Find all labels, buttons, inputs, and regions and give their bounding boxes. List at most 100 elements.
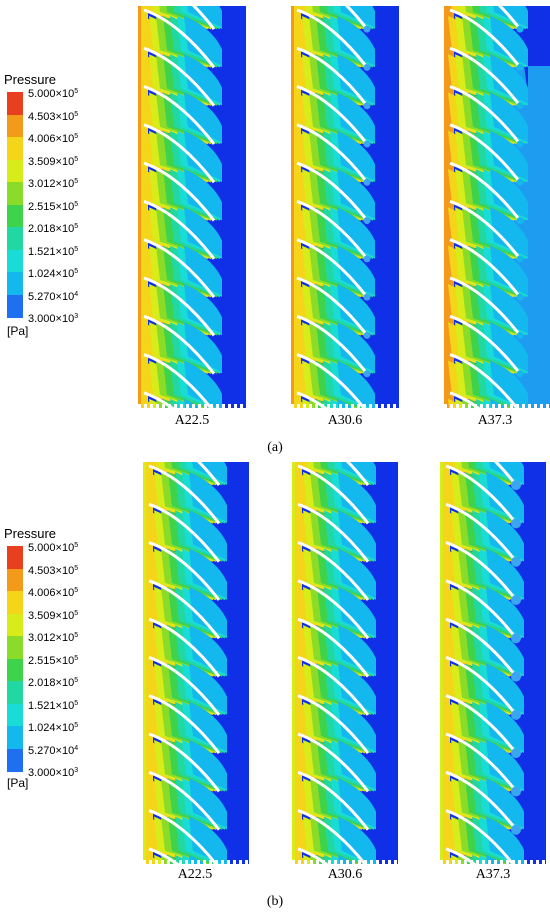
contour-plot-a37-3 [444, 6, 550, 408]
legend-swatch [7, 613, 23, 637]
blade [148, 770, 221, 831]
blade [148, 694, 221, 755]
pressure-band [189, 625, 231, 677]
pressure-band [338, 740, 380, 792]
pressure-band [184, 169, 226, 221]
inlet-strip [138, 6, 148, 408]
pressure-band [486, 586, 528, 639]
blade [143, 85, 216, 145]
tip-vortex [363, 217, 371, 225]
pressure-band [337, 16, 379, 68]
blade [143, 123, 216, 184]
blade [497, 6, 522, 31]
blade [148, 579, 221, 640]
blade [445, 770, 518, 831]
legend-a: Pressure 5.000×105 4.503×105 4.006×105 3.50… [4, 72, 134, 342]
color-bar [7, 92, 23, 318]
blade [297, 847, 329, 864]
panel-b: Pressure 5.000×105 4.503×105 4.006×105 3.50… [0, 460, 550, 918]
pressure-band [337, 360, 379, 408]
blade [143, 8, 216, 69]
pressure-band [486, 472, 528, 524]
blade [297, 464, 370, 525]
outlet-region [227, 462, 249, 864]
blade [449, 200, 522, 260]
blade [296, 161, 369, 222]
pressure-band [337, 245, 379, 298]
blade [445, 847, 477, 864]
pressure-band [184, 207, 226, 259]
tip-vortex [516, 255, 524, 263]
blade [296, 238, 369, 299]
pressure-band [184, 322, 226, 374]
pressure-band [337, 54, 379, 106]
tip-vortex [516, 370, 524, 378]
pressure-band [490, 92, 532, 145]
tip-vortex [363, 370, 371, 378]
inlet-strip [292, 462, 302, 864]
blade [296, 353, 366, 408]
blade [449, 353, 519, 408]
pressure-band [189, 740, 231, 792]
blade [297, 656, 370, 716]
legend-swatch [7, 591, 23, 614]
pressure-band [486, 548, 528, 601]
blade [297, 770, 370, 831]
blade [449, 238, 522, 299]
pressure-band [338, 510, 380, 562]
contour-plot-a37-3 [440, 462, 546, 864]
tip-vortex [511, 709, 521, 720]
tip-vortex [511, 786, 521, 797]
blade [143, 314, 216, 375]
pressure-band [486, 778, 528, 830]
pressure-band [189, 701, 231, 754]
case-label: A30.6 [327, 413, 363, 428]
tip-vortex [363, 25, 371, 33]
blade [297, 541, 370, 601]
pressure-band [338, 701, 380, 754]
panel-caption: (a) [267, 440, 283, 455]
legend-level-label: 5.270×104 [28, 290, 79, 303]
tip-vortex [511, 518, 521, 529]
contour-plot-a22-5 [143, 462, 249, 864]
blade [296, 123, 369, 184]
blade [445, 464, 518, 525]
legend-title: Pressure [4, 72, 57, 87]
blade [148, 656, 221, 716]
blade [143, 391, 175, 408]
legend-level-label: 3.509×105 [28, 609, 79, 622]
pressure-band [184, 130, 226, 183]
tip-vortex [511, 633, 521, 644]
tip-vortex [511, 824, 521, 835]
pressure-band [338, 778, 380, 830]
legend-level-label: 5.270×104 [28, 744, 79, 757]
legend-title: Pressure [4, 526, 57, 541]
pressure-band [490, 130, 532, 183]
blade [449, 46, 522, 107]
pressure-band [189, 663, 231, 715]
tip-vortex [516, 178, 524, 186]
pressure-band [486, 816, 528, 864]
legend-level-label: 4.006×105 [28, 587, 79, 599]
legend-unit: [Pa] [7, 776, 29, 790]
pressure-band [338, 816, 380, 864]
blade [449, 85, 522, 145]
blade [297, 809, 367, 864]
legend-level-label: 1.521×105 [28, 245, 79, 258]
legend-swatch [7, 703, 23, 727]
case-label: A22.5 [177, 867, 213, 882]
tip-vortex [363, 331, 371, 339]
blade [148, 809, 218, 864]
legend-level-label: 1.521×105 [28, 699, 79, 712]
blade [449, 8, 522, 69]
pressure-band [338, 586, 380, 639]
legend-level-label: 3.012×105 [28, 632, 79, 644]
pressure-band [337, 322, 379, 374]
blade [296, 200, 369, 260]
pressure-band [490, 284, 532, 336]
outlet-region [528, 6, 550, 408]
tip-vortex [511, 556, 521, 567]
pressure-band [337, 207, 379, 259]
pressure-band [338, 472, 380, 524]
blade [191, 6, 216, 31]
